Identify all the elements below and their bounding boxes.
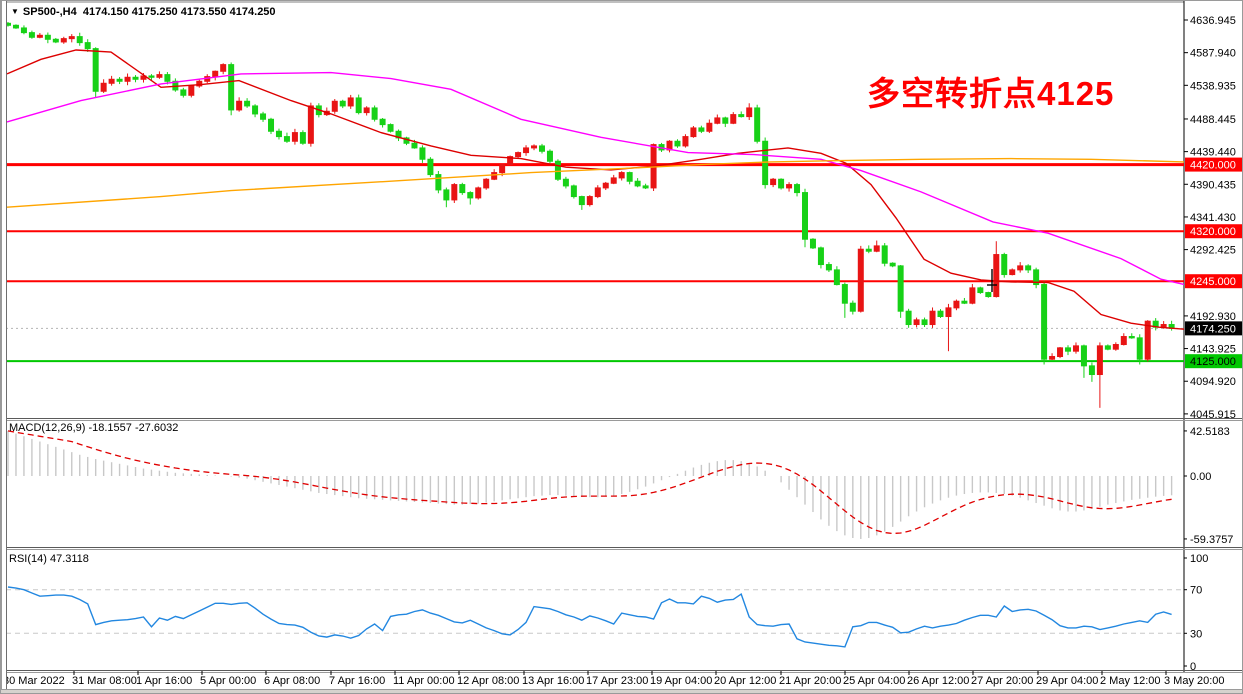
chevron-down-icon[interactable]: ▼ <box>11 7 19 16</box>
svg-text:4174.250: 4174.250 <box>1190 323 1236 335</box>
svg-text:4390.435: 4390.435 <box>1190 179 1236 191</box>
rsi-axis: 100 70 30 0 <box>1184 553 1208 673</box>
svg-text:4420.000: 4420.000 <box>1190 160 1236 172</box>
svg-text:70: 70 <box>1190 585 1202 597</box>
svg-text:0: 0 <box>1190 661 1196 673</box>
svg-text:27 Apr 20:00: 27 Apr 20:00 <box>971 675 1033 687</box>
ohlc-readout: 4174.150 4175.250 4173.550 4174.250 <box>82 6 276 18</box>
svg-text:4292.425: 4292.425 <box>1190 245 1236 257</box>
svg-text:2 May 12:00: 2 May 12:00 <box>1100 675 1161 687</box>
svg-text:100: 100 <box>1190 553 1208 565</box>
svg-text:4636.945: 4636.945 <box>1190 15 1236 27</box>
svg-text:4320.000: 4320.000 <box>1190 226 1236 238</box>
ma-fast-red <box>6 49 1184 330</box>
svg-text:26 Apr 12:00: 26 Apr 12:00 <box>907 675 969 687</box>
symbol-bar[interactable]: ▼ SP500-,H4 4174.150 4175.250 4173.550 41… <box>11 6 276 18</box>
main-price-panel <box>6 21 1184 408</box>
svg-text:25 Apr 04:00: 25 Apr 04:00 <box>843 675 905 687</box>
macd-panel <box>7 430 1173 539</box>
text-annotation[interactable]: 多空转折点4125 <box>867 75 1115 112</box>
svg-text:17 Apr 23:00: 17 Apr 23:00 <box>586 675 648 687</box>
svg-text:4143.925: 4143.925 <box>1190 344 1236 356</box>
svg-text:4587.940: 4587.940 <box>1190 48 1236 60</box>
svg-text:31 Mar 08:00: 31 Mar 08:00 <box>72 675 137 687</box>
svg-text:20 Apr 12:00: 20 Apr 12:00 <box>714 675 776 687</box>
svg-text:7 Apr 16:00: 7 Apr 16:00 <box>329 675 385 687</box>
rsi-line <box>7 586 1172 648</box>
svg-text:12 Apr 08:00: 12 Apr 08:00 <box>457 675 519 687</box>
svg-text:1 Apr 16:00: 1 Apr 16:00 <box>136 675 192 687</box>
svg-text:21 Apr 20:00: 21 Apr 20:00 <box>779 675 841 687</box>
price-axis: 4636.945 4587.940 4538.935 4488.445 4439.440… <box>1184 15 1242 421</box>
symbol-title: SP500-,H4 <box>22 6 77 18</box>
ma-long-orange <box>6 157 1184 208</box>
svg-text:13 Apr 16:00: 13 Apr 16:00 <box>522 675 584 687</box>
svg-text:4538.935: 4538.935 <box>1190 80 1236 92</box>
svg-text:4045.915: 4045.915 <box>1190 409 1236 421</box>
svg-text:6 Apr 08:00: 6 Apr 08:00 <box>264 675 320 687</box>
candles-layer <box>6 21 1175 408</box>
svg-text:4245.000: 4245.000 <box>1190 276 1236 288</box>
svg-text:4341.430: 4341.430 <box>1190 212 1236 224</box>
svg-text:4125.000: 4125.000 <box>1190 356 1236 368</box>
svg-text:19 Apr 04:00: 19 Apr 04:00 <box>650 675 712 687</box>
window-left-gutter <box>1 1 7 693</box>
rsi-panel <box>6 586 1184 648</box>
rsi-indicator-header: RSI(14) 47.3118 <box>9 553 89 565</box>
svg-text:4439.440: 4439.440 <box>1190 147 1236 159</box>
svg-text:-59.3757: -59.3757 <box>1190 534 1233 546</box>
svg-text:42.5183: 42.5183 <box>1190 426 1230 438</box>
date-axis[interactable]: 30 Mar 2022 31 Mar 08:00 1 Apr 16:00 5 Apr … <box>3 671 1225 687</box>
svg-text:30: 30 <box>1190 628 1202 640</box>
cross-marker[interactable] <box>987 269 997 292</box>
svg-text:29 Apr 04:00: 29 Apr 04:00 <box>1036 675 1098 687</box>
svg-text:3 May 20:00: 3 May 20:00 <box>1164 675 1225 687</box>
svg-text:4488.445: 4488.445 <box>1190 114 1236 126</box>
macd-axis: 42.5183 0.00 -59.3757 <box>1184 426 1233 546</box>
svg-text:5 Apr 00:00: 5 Apr 00:00 <box>200 675 256 687</box>
svg-text:30 Mar 2022: 30 Mar 2022 <box>3 675 65 687</box>
svg-text:4192.930: 4192.930 <box>1190 311 1236 323</box>
price-levels <box>6 163 1184 363</box>
svg-text:0.00: 0.00 <box>1190 471 1211 483</box>
svg-text:11 Apr 00:00: 11 Apr 00:00 <box>393 675 455 687</box>
svg-text:4094.920: 4094.920 <box>1190 376 1236 388</box>
macd-indicator-header: MACD(12,26,9) -18.1557 -27.6032 <box>9 422 179 434</box>
window-bottom-strip <box>1 689 1242 693</box>
ma-slow-magenta <box>6 71 1184 286</box>
